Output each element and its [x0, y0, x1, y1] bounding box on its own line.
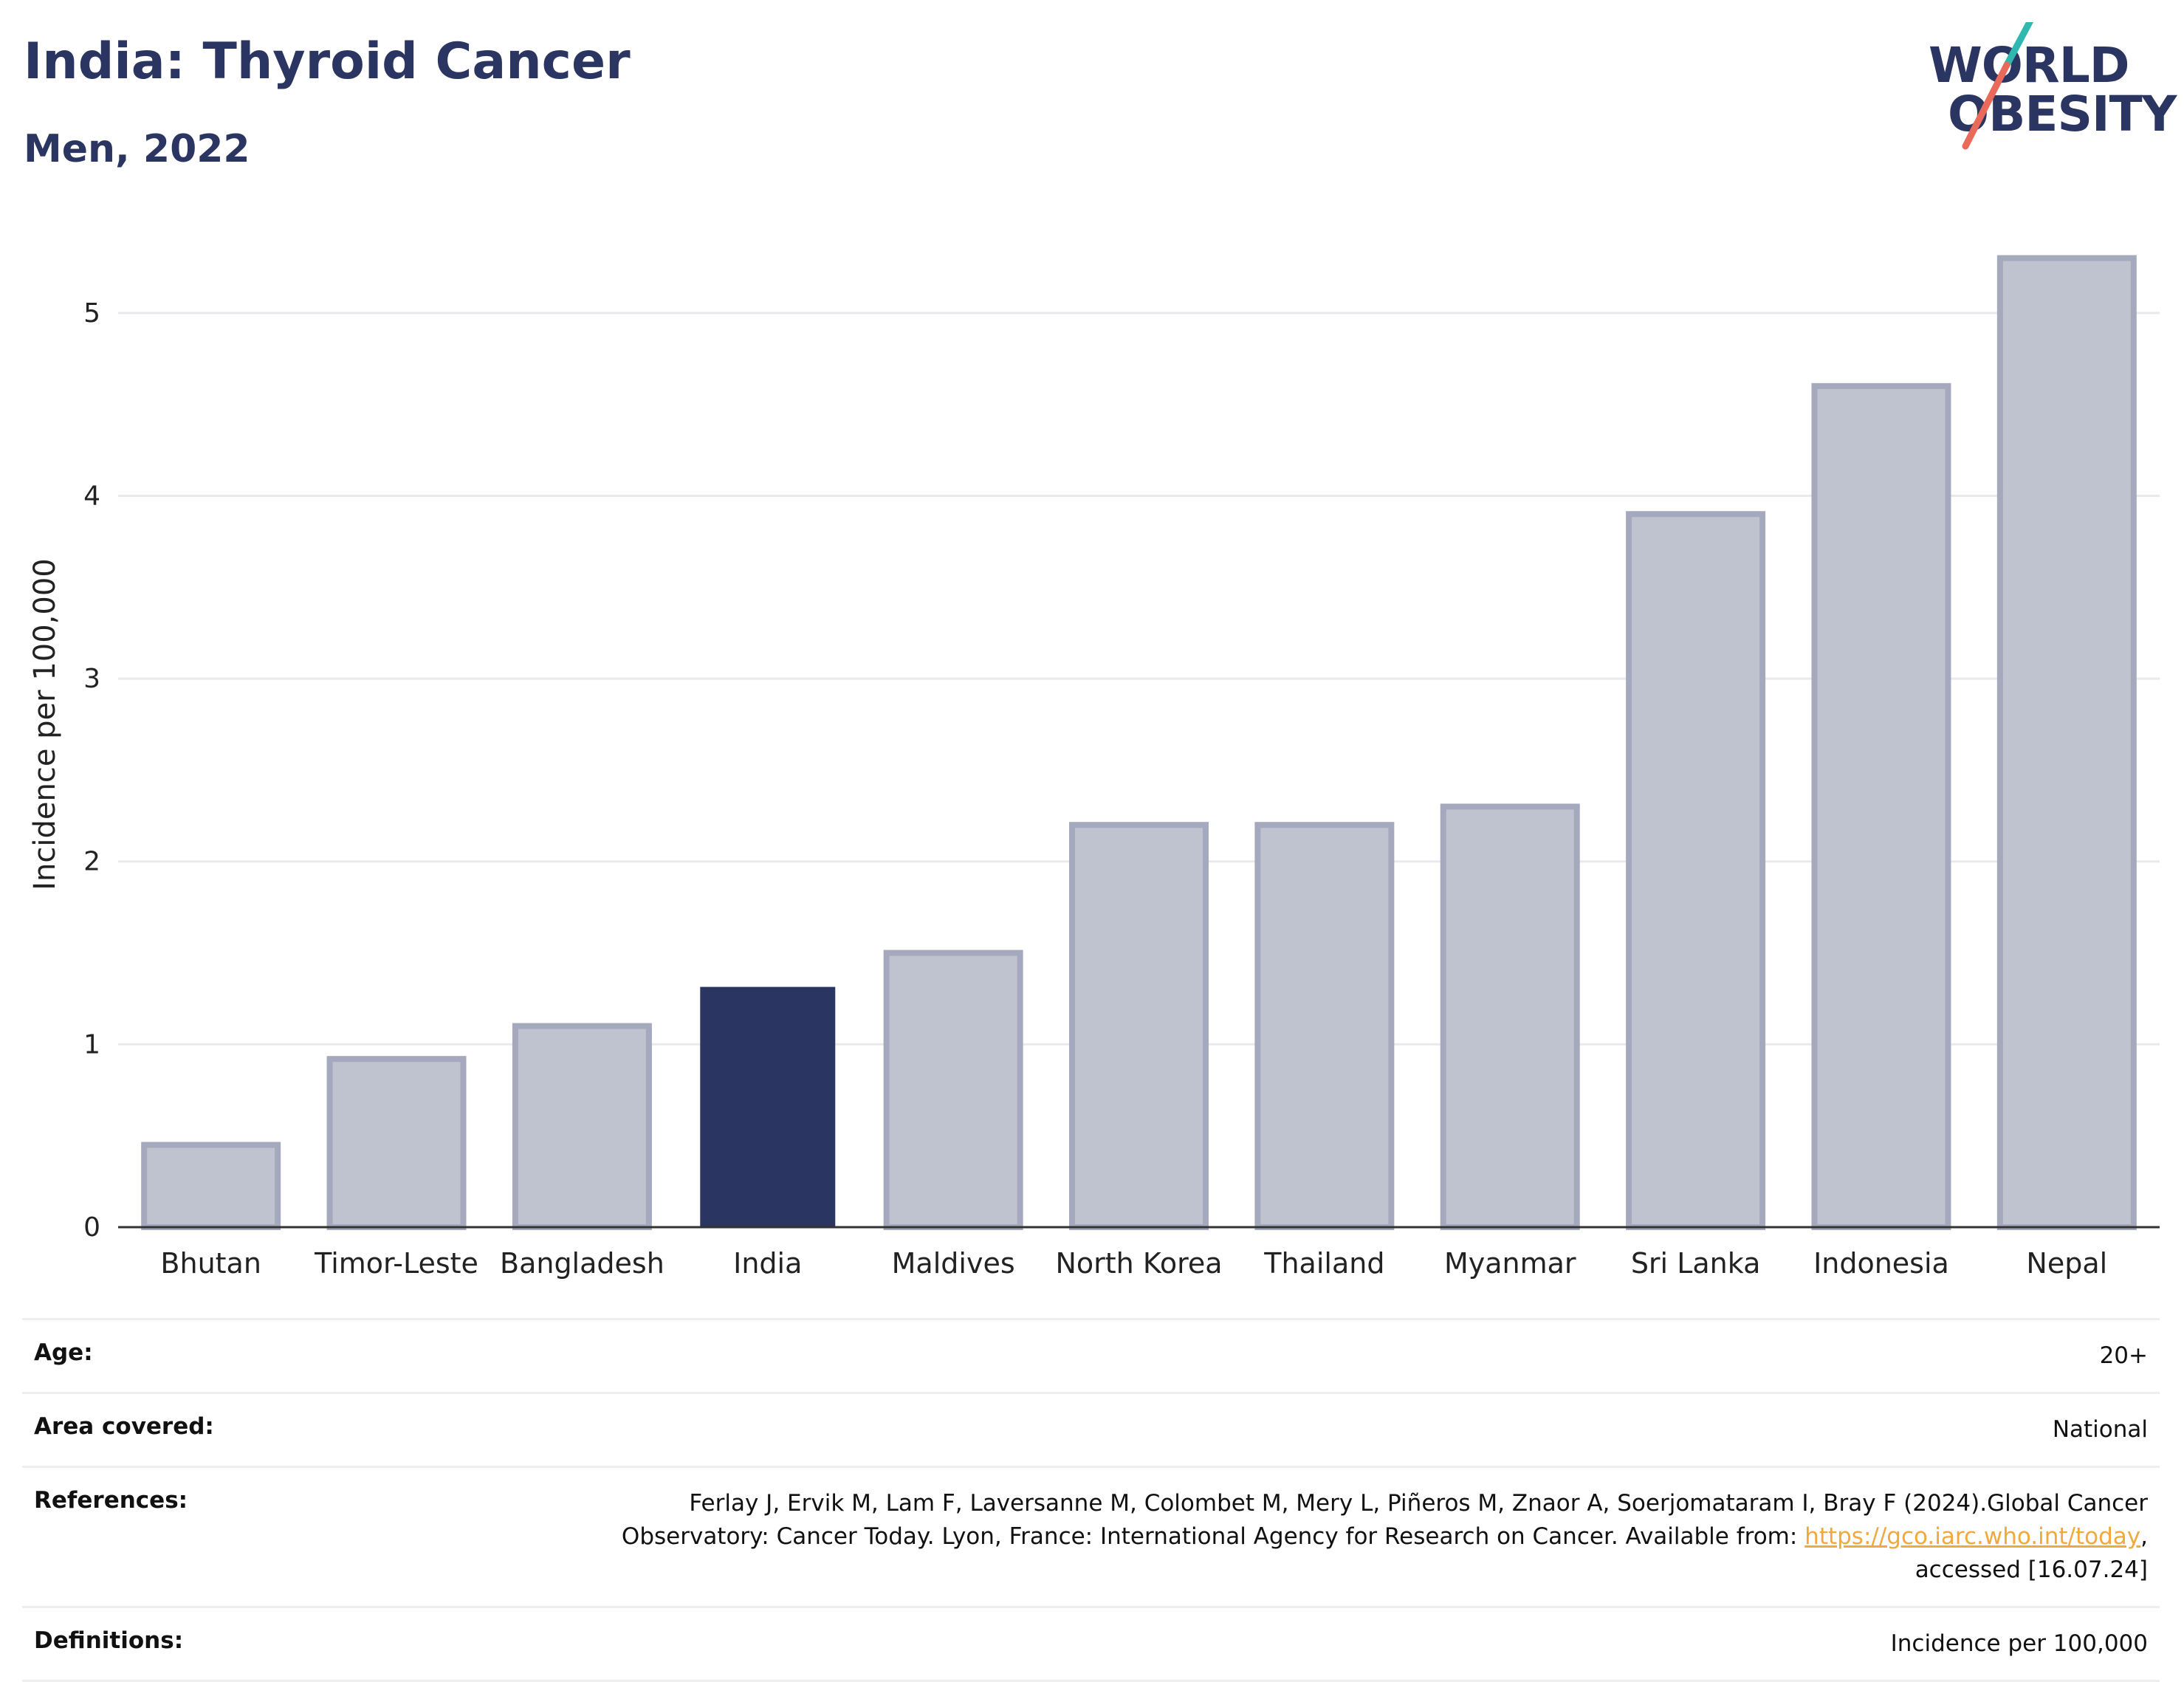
chart-subtitle: Men, 2022 — [24, 127, 250, 171]
x-tick-label: North Korea — [1055, 1247, 1222, 1280]
y-axis-label: Incidence per 100,000 — [28, 558, 62, 890]
references-value: Ferlay J, Ervik M, Lam F, Laversanne M, … — [622, 1487, 2148, 1587]
bar-bhutan — [141, 1142, 281, 1230]
meta-row-definitions: Definitions: Incidence per 100,000 — [22, 1605, 2160, 1682]
age-value: 20+ — [2099, 1342, 2148, 1369]
chart-title: India: Thyroid Cancer — [24, 32, 631, 91]
bar-sri-lanka — [1626, 511, 1766, 1230]
x-tick-label: Timor-Leste — [314, 1247, 478, 1280]
world-obesity-logo: WORLD OBESITY — [1920, 22, 2177, 155]
age-label: Age: — [34, 1339, 93, 1366]
x-tick-label: Sri Lanka — [1631, 1247, 1761, 1280]
area-value: National — [2052, 1415, 2148, 1443]
bars — [141, 255, 2137, 1231]
meta-row-references: References: Ferlay J, Ervik M, Lam F, La… — [22, 1465, 2160, 1606]
references-label: References: — [34, 1486, 188, 1514]
bar-india — [700, 986, 836, 1228]
y-tick-label: 5 — [83, 298, 100, 329]
logo-line-1: WORLD — [1929, 37, 2130, 94]
bar-maldives — [883, 950, 1023, 1230]
bar-timor-leste — [326, 1056, 467, 1231]
meta-row-area: Area covered: National — [22, 1391, 2160, 1466]
bar-chart: 0 1 2 3 4 5 Bhutan Timor-Leste Bangladesh India M… — [28, 255, 2160, 1280]
definitions-label: Definitions: — [34, 1627, 184, 1654]
y-tick-label: 0 — [83, 1212, 100, 1243]
references-line-2-suffix: , — [2140, 1523, 2148, 1550]
meta-row-age: Age: 20+ — [22, 1318, 2160, 1392]
references-line-3: accessed [16.07.24] — [1915, 1556, 2148, 1583]
y-tick-label: 2 — [83, 847, 100, 877]
logo-line-2: OBESITY — [1948, 86, 2177, 143]
x-tick-label: Nepal — [2026, 1247, 2107, 1280]
x-tick-label: Bhutan — [160, 1247, 261, 1280]
bar-bangladesh — [512, 1023, 652, 1230]
y-tick-labels: 0 1 2 3 4 5 — [83, 298, 100, 1243]
y-tick-label: 1 — [83, 1029, 100, 1060]
bar-myanmar — [1440, 803, 1580, 1231]
x-tick-label: Bangladesh — [500, 1247, 665, 1280]
area-label: Area covered: — [34, 1412, 214, 1440]
x-tick-label: Indonesia — [1813, 1247, 1949, 1280]
bar-indonesia — [1811, 382, 1951, 1231]
y-tick-label: 4 — [83, 481, 100, 511]
metadata-table: Age: 20+ Area covered: National Referenc… — [22, 1318, 2160, 1682]
x-tick-labels: Bhutan Timor-Leste Bangladesh India Maldives… — [160, 1247, 2107, 1280]
y-tick-label: 3 — [83, 664, 100, 694]
references-link[interactable]: https://gco.iarc.who.int/today — [1804, 1523, 2141, 1550]
references-line-1: Ferlay J, Ervik M, Lam F, Laversanne M, … — [689, 1489, 2148, 1517]
definitions-value: Incidence per 100,000 — [1890, 1630, 2148, 1657]
bar-thailand — [1254, 822, 1395, 1230]
x-tick-label: India — [733, 1247, 802, 1280]
x-tick-label: Maldives — [892, 1247, 1015, 1280]
references-line-2: Observatory: Cancer Today. Lyon, France:… — [622, 1520, 2148, 1554]
x-tick-label: Thailand — [1263, 1247, 1384, 1280]
x-tick-label: Myanmar — [1444, 1247, 1576, 1280]
bar-north-korea — [1069, 822, 1209, 1230]
references-line-2-text: Observatory: Cancer Today. Lyon, France:… — [621, 1523, 1805, 1550]
logo-slash-icon — [1962, 22, 2034, 150]
bar-nepal — [1996, 255, 2137, 1231]
